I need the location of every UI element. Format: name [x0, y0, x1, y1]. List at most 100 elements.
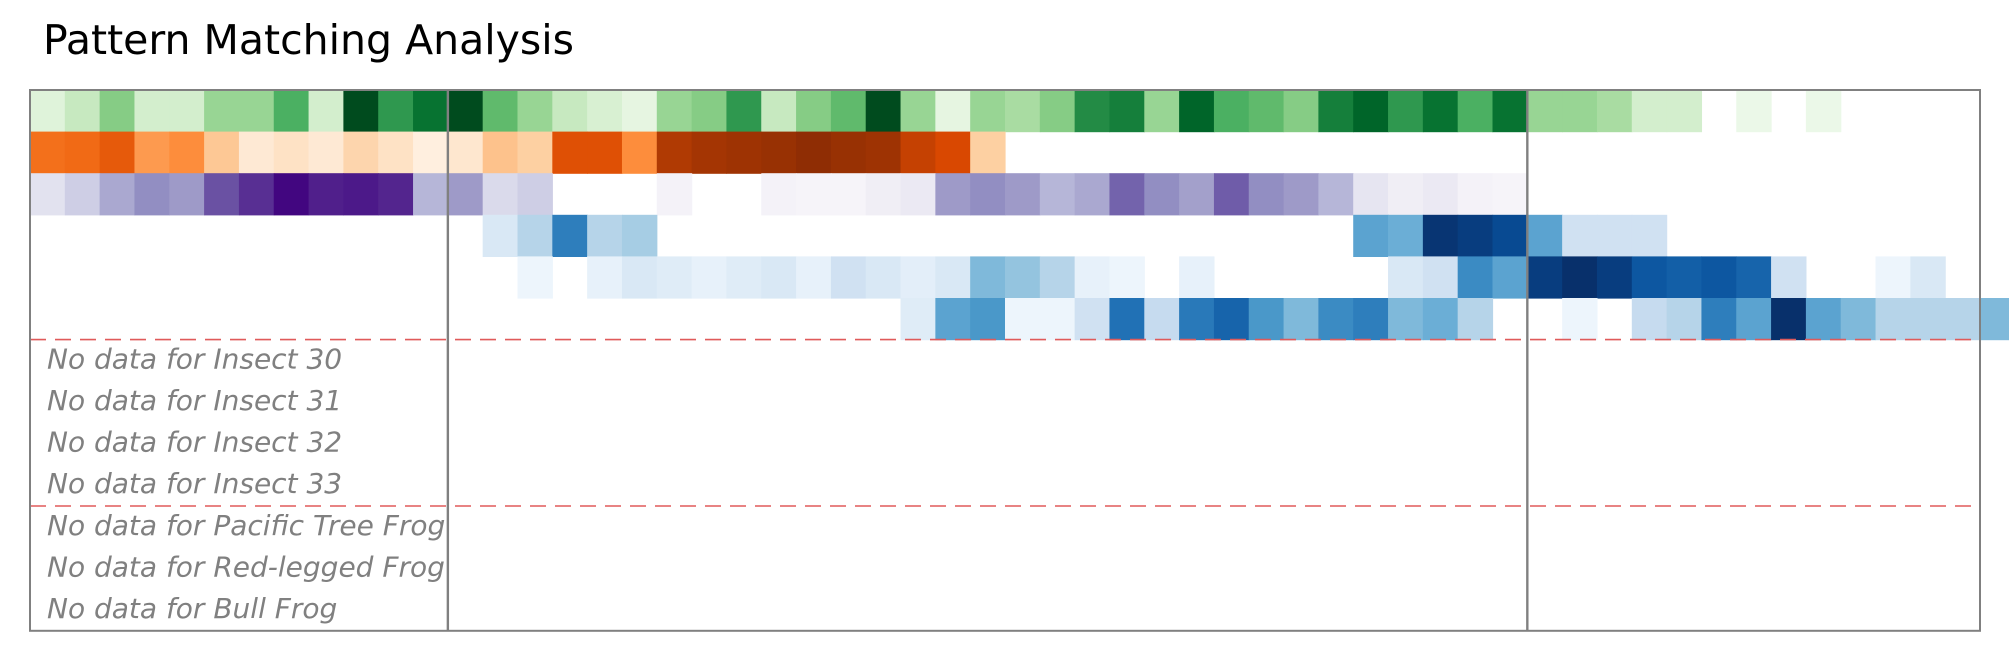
heatmap-cell: [935, 256, 971, 299]
heatmap-cell: [1527, 90, 1563, 133]
heatmap-cell: [1248, 90, 1285, 133]
heatmap-cell: [99, 131, 136, 174]
empty-row-labels: No data for Insect 30 No data for Insect …: [47, 342, 445, 625]
heatmap-cell: [413, 131, 449, 174]
heatmap-cell: [1388, 298, 1424, 341]
heatmap-cell: [378, 90, 414, 133]
heatmap-cell: [1736, 256, 1772, 299]
heatmap-cell: [30, 90, 66, 133]
heatmap-cell: [169, 90, 205, 133]
heatmap-cell: [865, 173, 902, 216]
heatmap-cell: [552, 131, 588, 174]
heatmap-cell: [1388, 90, 1424, 133]
heatmap-cell: [1179, 256, 1215, 299]
heatmap-cell: [1388, 173, 1424, 216]
heatmap-cell: [761, 256, 797, 299]
heatmap-cell: [1248, 173, 1285, 216]
heatmap-cell: [970, 173, 1006, 216]
heatmap-cell: [1005, 90, 1041, 133]
heatmap-cell: [517, 173, 553, 216]
heatmap-cell: [1840, 298, 1877, 341]
heatmap-cell: [1353, 90, 1389, 133]
empty-row-label: No data for Red-legged Frog: [47, 550, 445, 583]
heatmap-cell: [1631, 214, 1668, 257]
heatmap-cell: [1353, 298, 1389, 341]
heatmap-cell: [1248, 298, 1285, 341]
heatmap-cell: [343, 173, 379, 216]
heatmap-cell: [1980, 298, 2009, 341]
heatmap-cell: [1213, 173, 1250, 216]
heatmap-cell: [413, 173, 449, 216]
heatmap-cell: [273, 90, 310, 133]
heatmap-cell: [1074, 298, 1111, 341]
heatmap-cell: [1388, 214, 1424, 257]
heatmap-cell: [761, 131, 797, 174]
empty-row-label: No data for Bull Frog: [47, 592, 337, 625]
heatmap-cell: [413, 90, 449, 133]
heatmap-cell: [1457, 173, 1494, 216]
heatmap-cell: [1562, 256, 1598, 299]
heatmap-cell: [238, 131, 275, 174]
heatmap-cell: [1492, 173, 1528, 216]
heatmap-cell: [273, 173, 310, 216]
heatmap-cell: [517, 131, 553, 174]
heatmap-cell: [656, 173, 693, 216]
heatmap-cell: [378, 131, 414, 174]
heatmap-cell: [1910, 298, 1946, 341]
heatmap-cell: [865, 131, 902, 174]
heatmap-cell: [1388, 256, 1424, 299]
plot-frame: [29, 89, 1981, 632]
heatmap-cell: [169, 131, 205, 174]
heatmap-cell: [656, 256, 693, 299]
heatmap-cell: [970, 90, 1006, 133]
heatmap-cell: [865, 90, 902, 133]
heatmap-cell: [1596, 214, 1633, 257]
heatmap-cell: [1945, 298, 1981, 341]
heatmap-cell: [1179, 173, 1215, 216]
heatmap-cell: [1074, 173, 1111, 216]
heatmap-cell: [273, 131, 310, 174]
heatmap-cell: [99, 90, 136, 133]
heatmap-cell: [308, 90, 344, 133]
heatmap-cell: [482, 214, 519, 257]
heatmap-cell: [517, 90, 553, 133]
heatmap-cell: [1109, 173, 1145, 216]
heatmap-cell: [1283, 173, 1319, 216]
heatmap-cell: [517, 256, 553, 299]
heatmap-cell: [865, 256, 902, 299]
heatmap-cell: [830, 173, 867, 216]
plot-border: [29, 89, 1981, 632]
heatmap-cell: [621, 90, 658, 133]
heatmap-cell: [1109, 298, 1145, 341]
chart-title: Pattern Matching Analysis: [43, 16, 574, 64]
heatmap-cell: [1039, 90, 1076, 133]
heatmap-cell: [900, 256, 936, 299]
heatmap-cell: [1283, 298, 1319, 341]
heatmap-cell: [1005, 298, 1041, 341]
heatmap-cell: [1631, 298, 1668, 341]
heatmap-cell: [343, 131, 379, 174]
empty-row-label: No data for Pacific Tree Frog: [47, 509, 445, 542]
heatmap-cell: [134, 131, 170, 174]
heatmap-cell: [691, 90, 728, 133]
heatmap-cell: [482, 173, 519, 216]
heatmap-cell: [935, 298, 971, 341]
heatmap-cell: [238, 90, 275, 133]
heatmap-cell: [517, 214, 553, 257]
heatmap-cell: [1353, 173, 1389, 216]
empty-row-label: No data for Insect 31: [47, 384, 342, 417]
heatmap-cell: [1109, 256, 1145, 299]
heatmap-cell: [1039, 256, 1076, 299]
heatmap-cell: [204, 90, 240, 133]
heatmap-cell: [691, 131, 728, 174]
heatmap-cell: [970, 131, 1006, 174]
heatmap-cell: [1771, 298, 1807, 341]
heatmap-cell: [1074, 90, 1111, 133]
heatmap-cell: [1805, 298, 1842, 341]
heatmap-cell: [1562, 214, 1598, 257]
heatmap-cell: [1875, 256, 1911, 299]
heatmap-cell: [935, 90, 971, 133]
heatmap-cell: [1875, 298, 1911, 341]
heatmap-cell: [1457, 298, 1494, 341]
